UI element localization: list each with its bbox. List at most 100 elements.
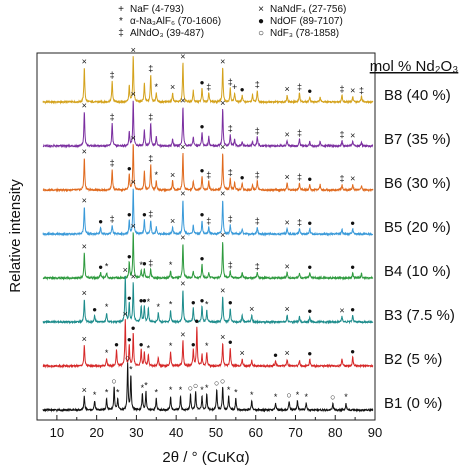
- phase-marker: *: [169, 341, 173, 351]
- x-axis-label: 2θ / ° (CuKα): [162, 449, 249, 466]
- phase-marker: ‡: [228, 214, 233, 224]
- series-line: [42, 319, 374, 369]
- phase-marker: ●: [350, 305, 355, 314]
- series-pattern: ×‡×‡×●×‡ ‡ × ‡ ‡ × B7 (35 %): [42, 89, 451, 149]
- x-tick-label: 40: [169, 425, 183, 440]
- phase-marker: ×: [131, 45, 136, 55]
- phase-label: NdOF (89-7107): [270, 16, 343, 27]
- phase-marker: ●: [127, 252, 132, 261]
- phase-marker: *: [93, 390, 97, 400]
- phase-marker: ‡: [255, 79, 260, 89]
- y-axis-label: Relative intensity: [7, 179, 24, 293]
- series-label: B5 (20 %): [384, 219, 451, 236]
- phase-marker: ×: [131, 221, 136, 231]
- phase-marker: ×: [220, 98, 225, 108]
- phase-marker: ×: [339, 305, 344, 315]
- phase-marker: ‡: [255, 261, 260, 271]
- legend-title: mol % Nd₂O₃: [370, 58, 459, 75]
- phase-marker: *: [116, 387, 120, 397]
- phase-marker: ●: [191, 298, 196, 307]
- phase-marker: ●: [307, 174, 312, 183]
- phase-marker: ×: [180, 142, 185, 152]
- x-tick-label: 30: [129, 425, 143, 440]
- phase-marker: *: [296, 390, 300, 400]
- phase-marker: ○: [286, 390, 291, 400]
- phase-marker: ●: [307, 86, 312, 95]
- phase-marker: *: [205, 341, 209, 351]
- series-line: [42, 232, 374, 281]
- phase-marker: ○: [220, 376, 225, 386]
- phase-marker: ×: [131, 133, 136, 143]
- phase-symbol: ●: [258, 16, 264, 27]
- phase-marker: ●: [307, 218, 312, 227]
- series-pattern: ×● ‡ ●×● ‡××●‡×‡ ‡ × ‡ ● ● B5 (20 %): [42, 177, 451, 237]
- phase-marker: ×: [284, 172, 289, 182]
- x-tick-label: 10: [50, 425, 64, 440]
- phase-marker: ●: [191, 340, 196, 349]
- phase-marker: ×: [170, 170, 175, 180]
- phase-marker: ×: [170, 82, 175, 92]
- phase-marker: ×: [284, 348, 289, 358]
- x-axis: 10 20 30 40 50 60 70 80 90: [36, 415, 382, 440]
- phase-marker: *: [234, 387, 238, 397]
- phase-marker: ●: [350, 262, 355, 271]
- phase-marker: ‡: [148, 154, 153, 164]
- series-label: B4 (10 %): [384, 263, 451, 280]
- phase-marker: ×: [82, 288, 87, 298]
- phase-marker: ●: [127, 210, 132, 219]
- phase-marker: ●: [240, 173, 245, 182]
- phase-marker: ○: [330, 392, 335, 402]
- phase-marker: *: [105, 302, 109, 312]
- phase-marker: ‡: [297, 217, 302, 227]
- phase-marker: ‡: [228, 260, 233, 270]
- phase-marker: ●: [307, 306, 312, 315]
- phase-marker: *: [147, 297, 151, 307]
- x-tick-label: 50: [209, 425, 223, 440]
- phase-marker: ●: [273, 350, 278, 359]
- phase-marker: *: [227, 385, 231, 395]
- phase-marker: ×: [249, 304, 254, 314]
- phase-marker: ×: [240, 348, 245, 358]
- phase-marker: ●: [200, 254, 205, 263]
- phase-marker: ‡: [110, 70, 115, 80]
- phase-marker: *: [205, 383, 209, 393]
- phase-marker: ‡: [297, 82, 302, 92]
- phase-marker: ×: [180, 96, 185, 106]
- phase-marker: ×: [220, 188, 225, 198]
- series-pattern: ×● *●×* ● ‡ *×●×‡ ‡ × ● ● B4 (10 %): [42, 221, 451, 281]
- phase-marker: ‡: [228, 123, 233, 133]
- phase-marker: ×: [180, 232, 185, 242]
- phase-label: NaNdF₄ (27-756): [270, 4, 346, 15]
- phase-marker: ×: [82, 385, 87, 395]
- phase-legend: + NaF (4-793) × NaNdF₄ (27-756) * α-Na₃AlF₆ (…: [118, 4, 346, 39]
- phase-marker: ●: [350, 347, 355, 356]
- series-label: B3 (7.5 %): [384, 307, 455, 324]
- phase-marker: ●: [142, 259, 147, 268]
- phase-marker: ●: [131, 324, 136, 333]
- phase-label: NaF (4-793): [130, 4, 184, 15]
- series-line: [42, 100, 374, 149]
- phase-marker: *: [155, 170, 159, 180]
- phase-marker: ×: [82, 100, 87, 110]
- phase-marker: *: [157, 302, 161, 312]
- phase-marker: ‡: [110, 158, 115, 168]
- phase-marker: ‡: [110, 112, 115, 122]
- series-pattern: ×● *×●×●● * * *×● ● *×●× × ● × ● B3 (7.5 %): [42, 265, 455, 325]
- series-line: [42, 144, 374, 193]
- phase-marker: *: [179, 385, 183, 395]
- series-pattern: ×‡●×‡* ××● ‡×‡● ‡ × ‡ ● ‡ × B6 (30 %): [42, 133, 451, 193]
- phase-marker: *: [169, 260, 173, 270]
- phase-marker: ×: [220, 332, 225, 342]
- phase-marker: ●: [139, 296, 144, 305]
- phase-marker: ●: [139, 340, 144, 349]
- phase-marker: ×: [180, 279, 185, 289]
- phase-marker: *: [155, 387, 159, 397]
- phase-marker: *: [105, 261, 109, 271]
- phase-marker: ●: [228, 298, 233, 307]
- phase-marker: ×: [180, 330, 185, 340]
- phase-marker: ‡: [255, 170, 260, 180]
- phase-marker: *: [105, 348, 109, 358]
- series-line: [42, 275, 374, 325]
- phase-marker: ×: [82, 334, 87, 344]
